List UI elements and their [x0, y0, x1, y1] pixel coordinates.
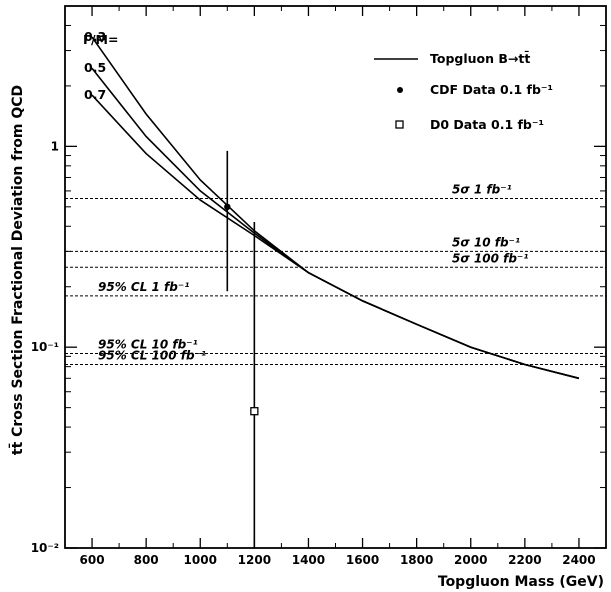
reference-label-0: 5σ 1 fb⁻¹	[452, 183, 512, 197]
x-tick-label-1000: 1000	[184, 553, 217, 567]
x-tick-label-1400: 1400	[292, 553, 325, 567]
curve-label-0.3: 0.3	[84, 29, 106, 44]
x-tick-label-2200: 2200	[508, 553, 541, 567]
x-tick-label-1200: 1200	[238, 553, 271, 567]
legend-cdf-label: CDF Data 0.1 fb⁻¹	[430, 82, 553, 97]
topgluon-curve-0.5	[91, 67, 580, 380]
x-tick-label-600: 600	[80, 553, 105, 567]
legend-cdf-marker	[397, 87, 403, 93]
reference-label-2: 5σ 100 fb⁻¹	[452, 251, 529, 265]
curve-label-0.7: 0.7	[84, 87, 106, 102]
y-tick-label-1: 10⁻¹	[31, 340, 59, 354]
x-axis-title: Topgluon Mass (GeV)	[438, 574, 604, 590]
d0-data-point	[250, 407, 259, 416]
cdf-data-point	[224, 203, 231, 211]
x-tick-label-1800: 1800	[400, 553, 433, 567]
curve-label-0.5: 0.5	[84, 60, 106, 75]
x-tick-label-2000: 2000	[454, 553, 487, 567]
x-tick-label-2400: 2400	[562, 553, 595, 567]
reference-label-5: 95% CL 100 fb⁻¹	[98, 348, 206, 362]
legend-d0-marker	[395, 120, 404, 129]
reference-label-1: 5σ 10 fb⁻¹	[452, 235, 520, 249]
reference-label-4: 95% CL 10 fb⁻¹	[98, 338, 198, 352]
y-tick-label-2: 1	[51, 139, 59, 153]
y-axis-title: tt̄ Cross Section Fractional Deviation f…	[7, 85, 26, 455]
topgluon-curve-0.7	[91, 94, 580, 380]
legend-topgluon-label: Topgluon B→tt̄	[430, 51, 530, 66]
y-tick-label-0: 10⁻²	[31, 541, 59, 555]
reference-label-3: 95% CL 1 fb⁻¹	[98, 280, 189, 294]
x-tick-label-800: 800	[134, 553, 159, 567]
legend-d0-label: D0 Data 0.1 fb⁻¹	[430, 117, 544, 132]
width-header: Γ/M=	[83, 32, 118, 47]
x-tick-label-1600: 1600	[346, 553, 379, 567]
